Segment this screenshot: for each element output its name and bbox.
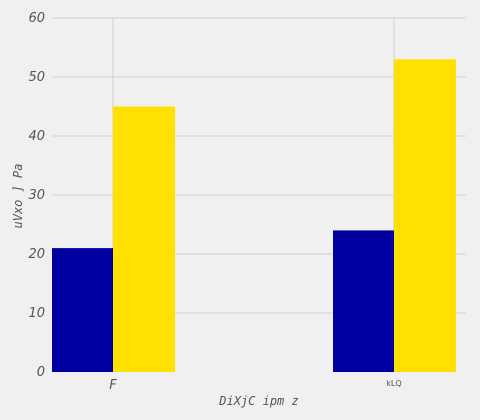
y-axis-label: uVxo ] Pa [11,163,25,228]
bars [52,59,456,373]
bar-series1-kLQ [333,230,395,372]
y-tick-label: 30 [28,188,45,203]
y-tick-label: 40 [28,129,45,144]
x-axis-label: DiXjC ipm z [218,394,298,408]
y-tick-label: 60 [28,11,45,26]
x-tick-label: kLQ [386,379,401,388]
y-tick-label: 50 [28,70,45,85]
y-tick-label: 20 [28,247,45,262]
y-tick-labels: 0 10 20 30 40 50 60 [28,11,45,380]
bar-series1-F [52,248,114,372]
bar-series2-kLQ [394,59,456,373]
bar-series2-F [113,106,175,372]
x-tick-label: F [109,378,117,393]
y-tick-label: 10 [28,306,45,321]
y-tick-label: 0 [37,365,45,380]
